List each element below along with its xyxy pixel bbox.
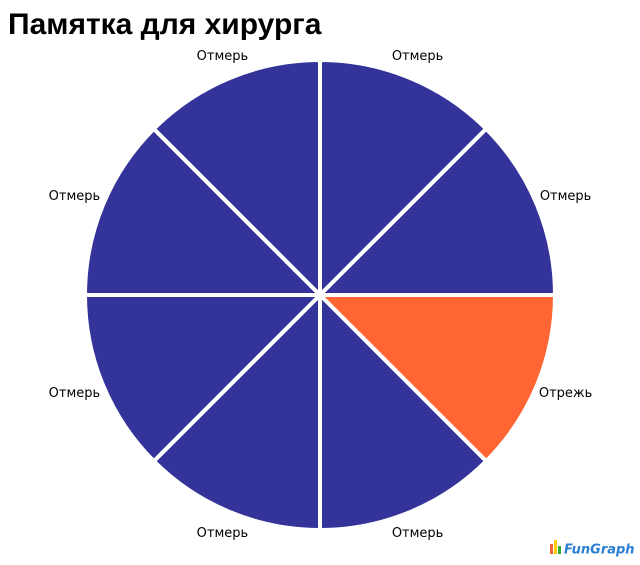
slice-label: Отмерь — [49, 189, 101, 204]
pie-slice — [318, 290, 489, 533]
chart-title: Памятка для хирурга — [8, 8, 322, 41]
slice-label: Отмерь — [392, 526, 444, 541]
pie-slice — [82, 293, 325, 464]
pie-slice — [315, 293, 558, 464]
slice-label: Отмерь — [197, 49, 249, 64]
slice-label: Отмерь — [540, 189, 592, 204]
watermark-icon — [550, 540, 561, 554]
slice-label: Отрежь — [539, 386, 592, 401]
slice-label: Отмерь — [197, 526, 249, 541]
slice-label: Отмерь — [392, 49, 444, 64]
watermark: FunGraph — [564, 543, 635, 558]
pie-slice — [318, 57, 489, 300]
pie-slice — [315, 126, 558, 297]
pie-slice — [82, 126, 325, 297]
pie-slice — [151, 57, 322, 300]
slice-label: Отмерь — [49, 386, 101, 401]
pie-slice — [151, 290, 322, 533]
